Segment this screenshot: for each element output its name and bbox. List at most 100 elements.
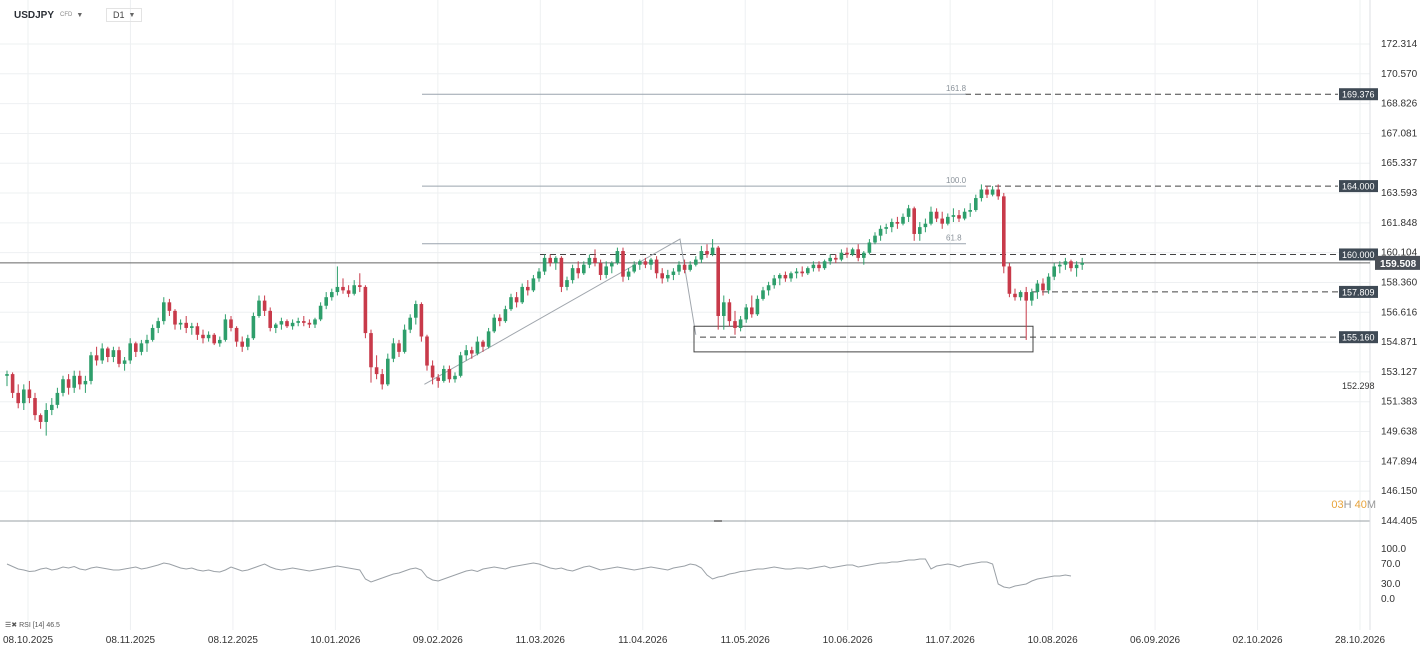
chevron-down-icon: ▼ xyxy=(76,11,84,19)
candle-body xyxy=(436,377,440,381)
candle-body xyxy=(16,392,20,404)
drawing-objects[interactable]: 161.8 100.0 61.8 xyxy=(422,84,1034,385)
candle-body xyxy=(778,274,782,279)
candle-body xyxy=(178,322,183,325)
candle-body xyxy=(223,319,228,340)
candle-body xyxy=(593,257,597,264)
candle-body xyxy=(190,326,194,328)
rsi-indicator-label[interactable]: ☰✖ RSI [14] 46.5 xyxy=(5,621,60,629)
candle-body xyxy=(957,215,961,219)
candle-body xyxy=(806,268,810,274)
candle-body xyxy=(22,389,26,404)
candle-body xyxy=(738,319,743,328)
candle-body xyxy=(492,317,496,332)
candle-body xyxy=(559,257,564,287)
candle-body xyxy=(313,319,317,325)
trend-line xyxy=(424,238,697,385)
candle-body xyxy=(822,261,827,269)
candle-body xyxy=(134,343,138,352)
candle-body xyxy=(610,263,614,267)
level-label: 169.376 xyxy=(1342,90,1375,100)
candle-body xyxy=(923,223,928,228)
candle-body xyxy=(520,286,524,303)
candle-body xyxy=(94,355,99,361)
candle-body xyxy=(419,304,424,337)
candle-body xyxy=(1052,266,1056,277)
candle-body xyxy=(318,305,323,320)
candle-body xyxy=(783,274,788,279)
candle-body xyxy=(290,322,295,327)
candle-body xyxy=(710,247,715,255)
candle-body xyxy=(1030,292,1034,301)
candle-body xyxy=(856,249,860,258)
candle-body xyxy=(453,375,457,380)
price-tick-label: 168.826 xyxy=(1381,99,1418,110)
candle-body xyxy=(526,286,530,291)
candle-body xyxy=(5,374,9,376)
candle-body xyxy=(307,322,312,325)
panel-resize-handle xyxy=(714,520,722,522)
candles xyxy=(5,184,1084,436)
candle-body xyxy=(296,321,300,323)
timeframe-selector[interactable]: D1 ▼ xyxy=(106,8,143,22)
candle-body xyxy=(660,273,664,279)
candle-body xyxy=(901,216,905,224)
candle-body xyxy=(1024,292,1028,301)
candle-body xyxy=(615,251,620,264)
candle-body xyxy=(974,198,978,211)
level-label: 160.000 xyxy=(1342,250,1375,260)
candle-body xyxy=(996,189,1000,197)
candle-body xyxy=(475,341,480,354)
symbol-selector[interactable]: USDJPY CFD ▼ xyxy=(14,8,83,22)
candle-body xyxy=(509,297,513,310)
candle-body xyxy=(212,334,216,344)
price-tick-label: 144.405 xyxy=(1381,516,1418,527)
date-tick-label: 28.10.2026 xyxy=(1335,635,1385,646)
price-tick-label: 146.150 xyxy=(1381,486,1418,497)
candle-body xyxy=(162,302,166,322)
candle-body xyxy=(626,271,631,277)
level-lines: 169.376 164.000 160.000 157.809 155.160 152.2… xyxy=(0,88,1420,391)
candle-body xyxy=(895,221,900,224)
level-tag xyxy=(1339,180,1378,193)
candle-body xyxy=(352,285,356,294)
candle-body xyxy=(128,343,132,361)
candle-body xyxy=(302,321,306,323)
indicator-settings-icon[interactable]: ☰✖ xyxy=(5,622,18,629)
candle-body xyxy=(862,252,866,258)
candle-body xyxy=(733,321,737,328)
candle-body xyxy=(1013,293,1017,298)
candle-body xyxy=(576,268,580,274)
candle-body xyxy=(654,259,659,274)
candle-body xyxy=(688,264,692,270)
candle-body xyxy=(632,264,636,272)
candle-body xyxy=(828,257,832,262)
candle-body xyxy=(117,350,121,364)
fib-level-label: 61.8 xyxy=(946,234,962,243)
candle-body xyxy=(716,247,720,316)
price-tick-label: 158.360 xyxy=(1381,277,1418,288)
candle-body xyxy=(1046,276,1051,291)
candle-body xyxy=(335,286,340,293)
candle-body xyxy=(285,321,289,327)
date-tick-label: 08.11.2025 xyxy=(106,635,156,646)
candle-body xyxy=(582,264,586,274)
candle-body xyxy=(458,355,463,376)
candle-body xyxy=(682,264,687,270)
candle-body xyxy=(621,251,625,277)
candle-body xyxy=(78,375,82,385)
candle-body xyxy=(111,350,116,358)
candle-body xyxy=(643,261,648,265)
current-price-label: 159.508 xyxy=(1380,259,1417,270)
candle-body xyxy=(38,415,43,422)
candle-body xyxy=(470,350,474,354)
candle-body xyxy=(408,317,412,330)
candle-body xyxy=(755,298,760,315)
candle-body xyxy=(694,259,698,265)
time-axis: 08.10.2025 08.11.2025 08.12.2025 10.01.2026… xyxy=(3,635,1385,646)
candle-body xyxy=(89,355,93,381)
candle-body xyxy=(750,307,754,315)
candle-body xyxy=(929,211,933,224)
candle-body xyxy=(330,292,334,298)
